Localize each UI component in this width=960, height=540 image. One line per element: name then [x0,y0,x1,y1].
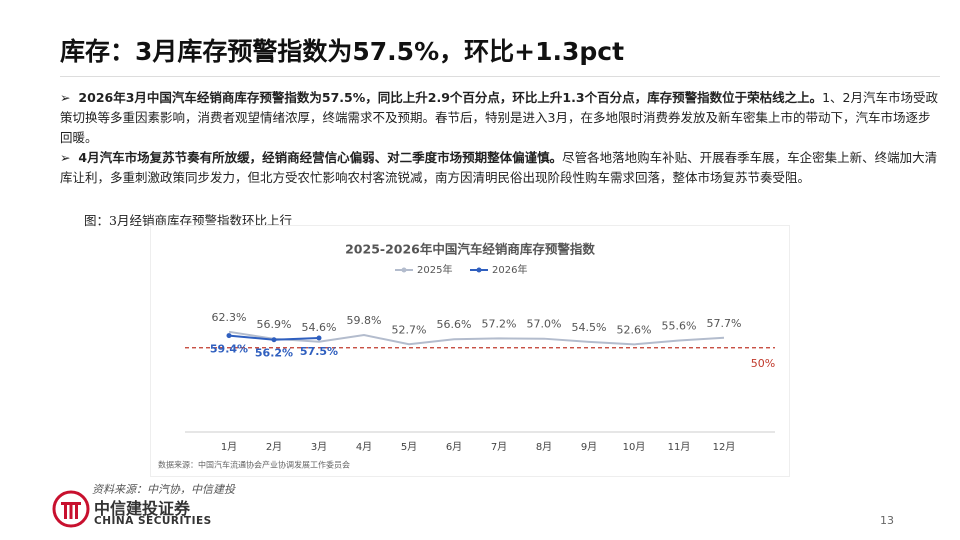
chart-frame [150,225,790,477]
x-tick-label: 6月 [446,441,462,453]
legend-label: 2025年 [417,263,452,276]
data-label: 52.6% [617,323,652,336]
chart: 2025-2026年中国汽车经销商库存预警指数 数据来源：中国汽车流通协会产业协… [150,225,790,477]
data-label: 54.6% [302,321,337,334]
logo-text-en: CHINA SECURITIES [94,515,212,527]
x-tick-label: 12月 [713,441,736,453]
data-label: 62.3% [212,311,247,324]
x-tick-label: 5月 [401,441,417,453]
bullet: ➢ 4月汽车市场复苏节奏有所放缓，经销商经营信心偏弱、对二季度市场预期整体偏谨慎… [60,150,938,185]
bullet-list: ➢ 2026年3月中国汽车经销商库存预警指数为57.5%，同比上升2.9个百分点… [60,88,940,188]
bullet-bold: 4月汽车市场复苏节奏有所放缓，经销商经营信心偏弱、对二季度市场预期整体偏谨慎。 [78,150,563,165]
bullet-bold: 2026年3月中国汽车经销商库存预警指数为57.5%，同比上升2.9个百分点，环… [78,90,823,105]
x-tick-label: 10月 [623,441,646,453]
x-tick-label: 8月 [536,441,552,453]
data-label: 55.6% [662,320,697,333]
x-tick-label: 2月 [266,441,282,453]
x-tick-label: 3月 [311,441,327,453]
figure-caption: 图：3月经销商库存预警指数环比上行 [84,213,292,228]
reference-label: 50% [751,357,775,370]
legend-label: 2026年 [492,263,527,276]
data-label: 57.0% [527,318,562,331]
logo-text: 中信建投证券 [94,499,191,518]
logo-icon [52,490,90,528]
legend-dot [401,267,407,273]
x-tick-label: 7月 [491,441,507,453]
data-label: 52.7% [392,323,427,336]
x-tick-label: 1月 [221,441,237,453]
bullet: ➢ 2026年3月中国汽车经销商库存预警指数为57.5%，同比上升2.9个百分点… [60,90,938,145]
point [226,333,232,339]
data-label: 57.7% [707,317,742,330]
data-label: 54.5% [572,321,607,334]
chart-source: 数据来源：中国汽车流通协会产业协调发展工作委员会 [158,460,350,470]
point [271,337,277,343]
x-tick-label: 4月 [356,441,372,453]
data-label: 57.2% [482,317,517,330]
slide-title: 库存：3月库存预警指数为57.5%，环比+1.3pct [60,37,625,66]
data-label: 56.9% [257,318,292,331]
chart-title: 2025-2026年中国汽车经销商库存预警指数 [345,242,595,257]
x-tick-label: 11月 [668,441,691,453]
point [316,335,322,341]
x-tick-label: 9月 [581,441,597,453]
series-line [228,330,725,346]
source-note: 资料来源：中汽协，中信建投 [92,483,235,496]
legend-dot [476,267,482,273]
page-number: 13 [880,514,894,527]
data-label: 59.8% [347,314,382,327]
data-label: 56.6% [437,318,472,331]
data-label: 57.5% [300,345,338,358]
divider [60,76,940,77]
bullet-text: 1、2月汽车市场受政策切换等多重因素影响，消费者观望情绪浓厚，终端需求不及预期。… [60,90,938,145]
data-label: 56.2% [255,347,293,360]
data-label: 59.4% [210,343,248,356]
bullet-text: 尽管各地落地购车补贴、开展春季车展，车企密集上新、终端加大清库让利，多重刺激政策… [60,150,938,185]
